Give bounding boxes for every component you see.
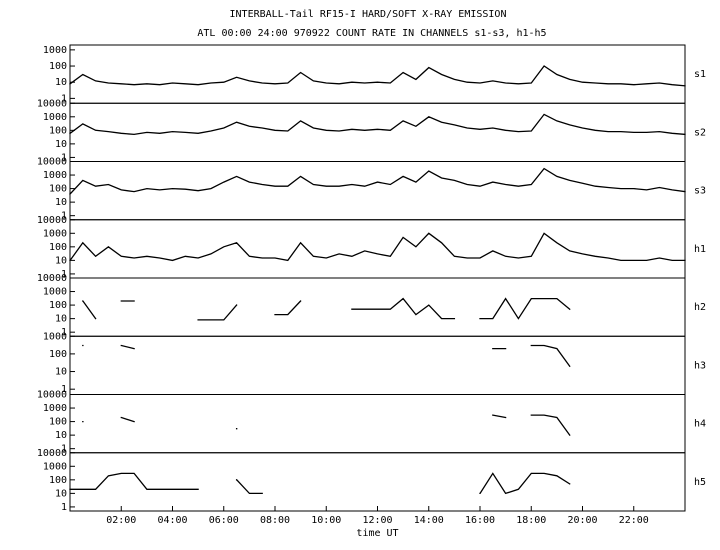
y-tick-label: 1 xyxy=(61,269,67,280)
y-tick-label: 1 xyxy=(61,502,67,513)
x-tick-label: 08:00 xyxy=(260,515,290,526)
panel-label: s3 xyxy=(694,186,706,197)
x-tick-label: 02:00 xyxy=(106,515,136,526)
x-tick-label: 06:00 xyxy=(209,515,239,526)
panel-label: s2 xyxy=(694,127,706,138)
x-tick-label: 04:00 xyxy=(157,515,187,526)
y-tick-label: 1000 xyxy=(43,287,67,298)
y-tick-label: 10 xyxy=(55,488,67,499)
y-tick-label: 10000 xyxy=(37,215,67,226)
y-tick-label: 1 xyxy=(61,93,67,104)
series-line xyxy=(69,65,686,87)
y-tick-label: 1000 xyxy=(43,112,67,123)
x-tick-label: 16:00 xyxy=(465,515,495,526)
y-tick-label: 100 xyxy=(49,417,67,428)
y-tick-label: 100 xyxy=(49,300,67,311)
series-line xyxy=(82,297,571,321)
panel-label: s1 xyxy=(694,69,706,80)
panel-frame xyxy=(69,335,686,395)
y-tick-label: 100 xyxy=(49,125,67,136)
panel-frame xyxy=(69,394,686,454)
y-tick-label: 10000 xyxy=(37,157,67,168)
y-tick-label: 100 xyxy=(49,475,67,486)
y-tick-label: 1 xyxy=(61,211,67,222)
y-tick-label: 1000 xyxy=(43,170,67,181)
y-tick-label: 1000 xyxy=(43,331,67,342)
panel-frame xyxy=(69,44,686,104)
series-line xyxy=(69,232,686,262)
x-tick-label: 14:00 xyxy=(414,515,444,526)
x-tick-label: 12:00 xyxy=(362,515,392,526)
panel-frame xyxy=(69,277,686,337)
y-tick-label: 1000 xyxy=(43,403,67,414)
series-line xyxy=(82,344,571,368)
panel-frame xyxy=(69,161,686,221)
y-tick-label: 100 xyxy=(49,61,67,72)
y-tick-label: 10000 xyxy=(37,390,67,401)
y-tick-label: 100 xyxy=(49,242,67,253)
y-tick-label: 1000 xyxy=(43,45,67,56)
y-tick-label: 10 xyxy=(55,367,67,378)
x-tick-label: 22:00 xyxy=(619,515,649,526)
y-tick-label: 10 xyxy=(55,139,67,150)
y-tick-label: 10 xyxy=(55,255,67,266)
panel-label: h3 xyxy=(694,360,706,371)
x-tick-label: 18:00 xyxy=(516,515,546,526)
y-tick-label: 100 xyxy=(49,349,67,360)
panel-frame xyxy=(69,219,686,279)
series-line xyxy=(82,414,571,437)
y-tick-label: 10000 xyxy=(37,273,67,284)
y-tick-label: 1 xyxy=(61,444,67,455)
y-tick-label: 1000 xyxy=(43,461,67,472)
series-line xyxy=(69,167,686,195)
y-tick-label: 10 xyxy=(55,314,67,325)
y-tick-label: 1 xyxy=(61,384,67,395)
y-tick-label: 10000 xyxy=(37,448,67,459)
panel-label: h1 xyxy=(694,244,706,255)
y-tick-label: 10 xyxy=(55,77,67,88)
series-line xyxy=(69,472,571,495)
x-axis-label: time UT xyxy=(356,528,398,539)
x-tick-label: 20:00 xyxy=(567,515,597,526)
panel-label: h5 xyxy=(694,477,706,488)
series-line xyxy=(69,113,686,136)
chart-title: INTERBALL-Tail RF15-I HARD/SOFT X-RAY EM… xyxy=(230,9,507,20)
panel-frame xyxy=(69,452,686,512)
y-tick-label: 10 xyxy=(55,197,67,208)
panel-label: h2 xyxy=(694,302,706,313)
chart-subtitle: ATL 00:00 24:00 970922 COUNT RATE IN CHA… xyxy=(197,28,546,39)
y-tick-label: 1 xyxy=(61,327,67,338)
y-tick-label: 1 xyxy=(61,152,67,163)
x-tick-label: 10:00 xyxy=(311,515,341,526)
panel-label: h4 xyxy=(694,419,706,430)
y-tick-label: 100 xyxy=(49,184,67,195)
y-tick-label: 10 xyxy=(55,430,67,441)
y-tick-label: 1000 xyxy=(43,228,67,239)
y-tick-label: 10000 xyxy=(37,98,67,109)
